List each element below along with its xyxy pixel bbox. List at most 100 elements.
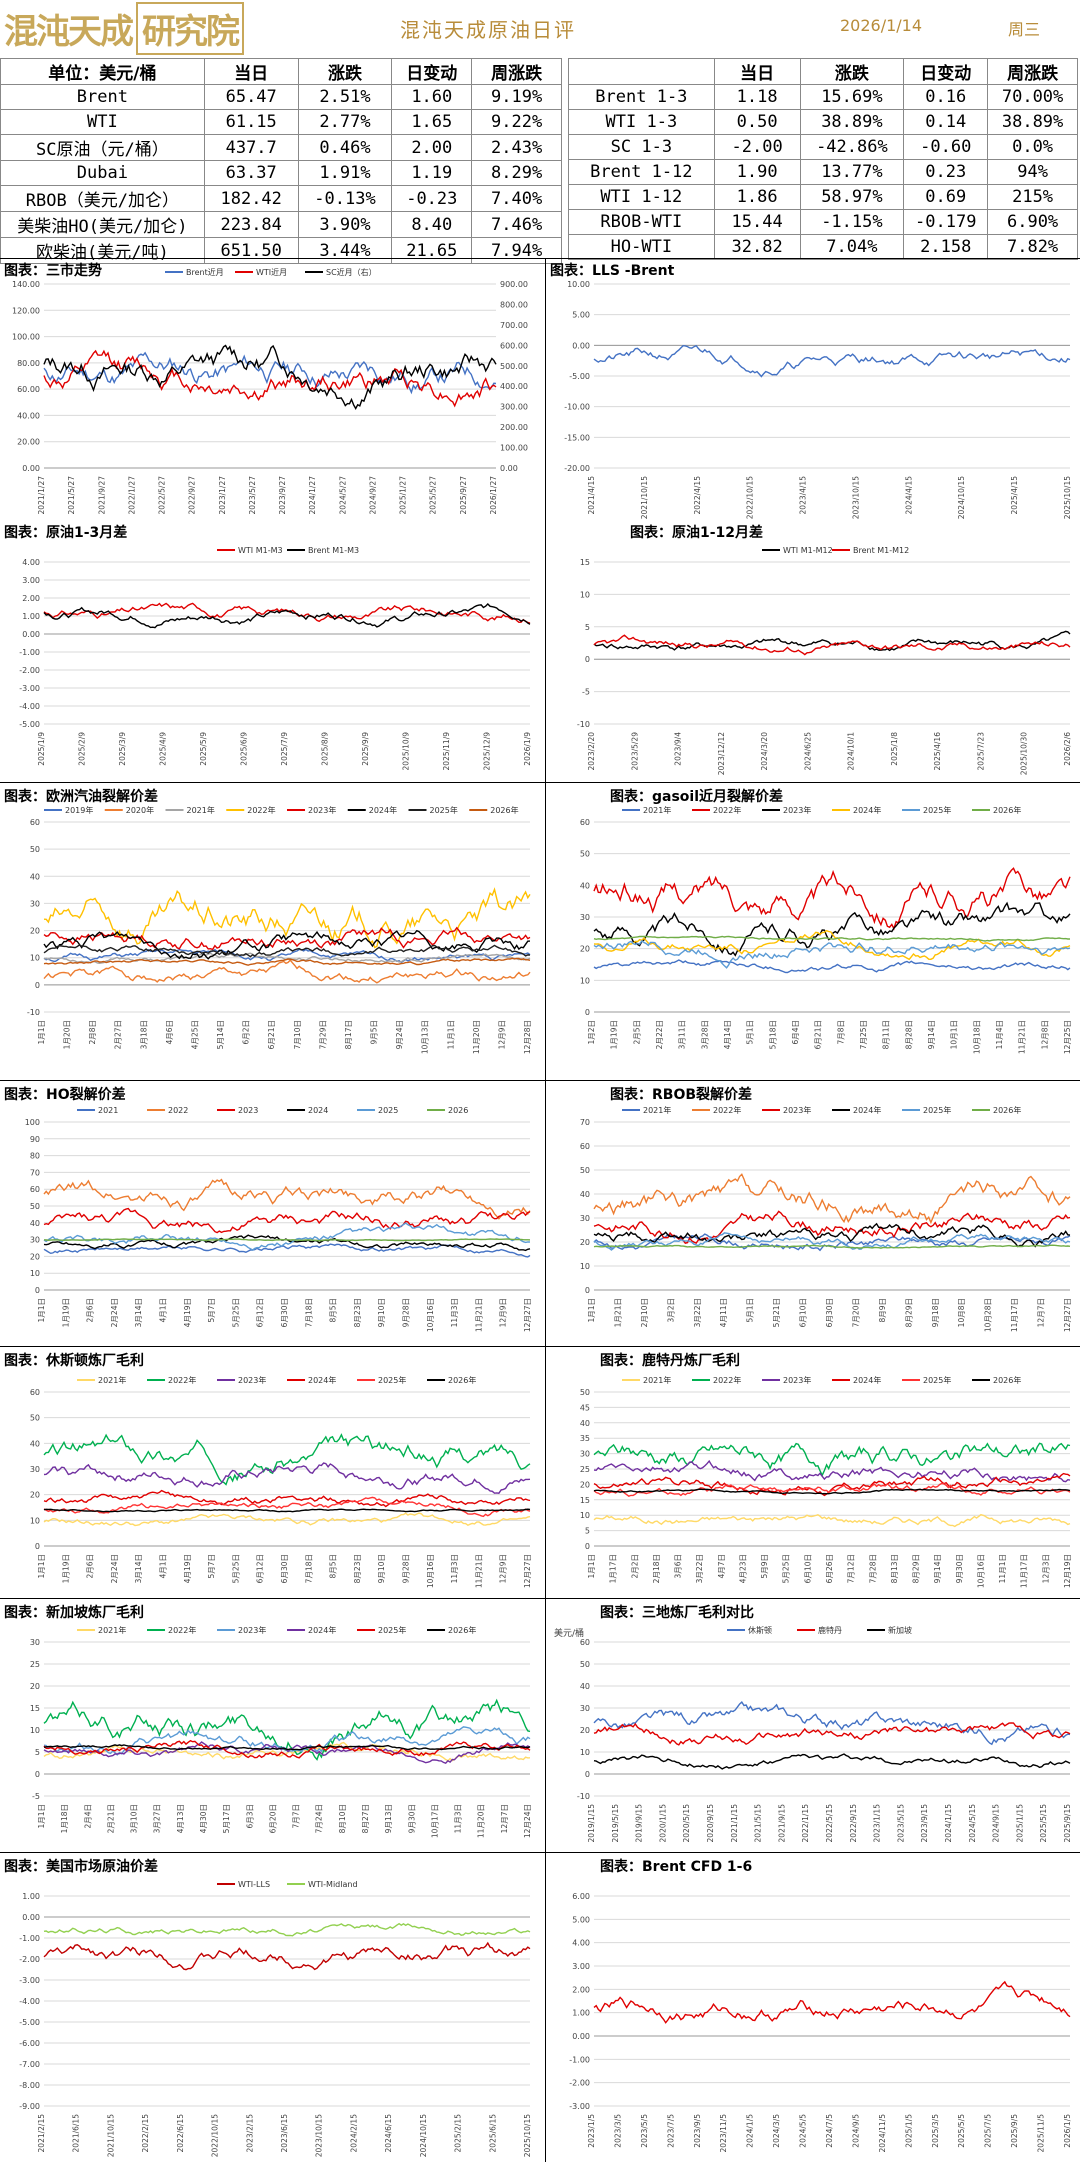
x-tick-label: 2021/5/27 — [67, 476, 76, 515]
y-tick-label: -2.00 — [19, 666, 40, 675]
col-header: 周涨跌 — [471, 58, 562, 85]
x-tick-label: 2025/7/9 — [280, 732, 289, 766]
x-tick-label: 2025/1/5 — [904, 2114, 913, 2148]
x-tick-label: 7月24日 — [315, 1804, 324, 1833]
x-tick-label: 1月1日 — [587, 1554, 596, 1579]
x-tick-label: 9月13日 — [384, 1804, 393, 1833]
table-cell: 8.29% — [471, 160, 562, 186]
table-row: SC原油（元/桶） 437.7 0.46% 2.00 2.43% — [0, 134, 562, 161]
x-tick-label: 2024/11/5 — [878, 2114, 887, 2153]
series-line — [593, 935, 1070, 942]
x-tick-label: 2025/4/16 — [933, 732, 942, 771]
legend-label: 2022年 — [168, 1375, 196, 1385]
legend-label: 2024年 — [308, 1625, 336, 1635]
y-tick-label: 1.00 — [22, 612, 40, 621]
x-tick-label: 2025/9/5 — [1010, 2114, 1019, 2148]
x-tick-label: 8月13日 — [890, 1554, 899, 1583]
col-header: 日变动 — [903, 58, 989, 85]
y-tick-label: -3.00 — [19, 684, 40, 693]
table-cell: 1.90 — [713, 159, 801, 185]
y-tick-label: 30 — [580, 1450, 590, 1459]
y-tick-label: 50 — [30, 1414, 40, 1423]
col-header: 当日 — [713, 58, 801, 85]
x-tick-label: 5月14日 — [216, 1020, 225, 1049]
table-cell: 61.15 — [203, 109, 299, 135]
x-tick-label: 2024/6/15 — [384, 2114, 393, 2153]
x-tick-label: 2024/5/27 — [338, 476, 347, 515]
x-tick-label: 2023/5/15 — [896, 1804, 905, 1843]
x-tick-label: 4月19日 — [183, 1298, 192, 1327]
x-tick-label: 4月23日 — [738, 1554, 747, 1583]
legend-label: 2024年 — [853, 1105, 881, 1115]
x-tick-label: 10月16日 — [976, 1554, 985, 1588]
y-tick-label: 20 — [580, 1726, 590, 1735]
table-cell: 0.14 — [903, 109, 989, 135]
x-tick-label: 2023/2/20 — [587, 732, 596, 771]
x-tick-label: 2025/9/15 — [1063, 1804, 1072, 1843]
y-tick-label: 0 — [585, 1542, 590, 1551]
table-cell: 1.91% — [297, 160, 393, 186]
table-cell: 1.65 — [391, 109, 473, 135]
x-tick-label: 2025/7/5 — [984, 2114, 993, 2148]
x-tick-label: 4月19日 — [183, 1554, 192, 1583]
x-tick-label: 12月25日 — [1063, 1020, 1072, 1054]
y2-tick-label: 100.00 — [500, 444, 528, 453]
series-line — [593, 1232, 1071, 1251]
y2-tick-label: 500.00 — [500, 362, 528, 371]
legend-label: WTI M1-M3 — [238, 546, 283, 555]
table-cell: -0.13% — [297, 185, 393, 212]
legend-label: 2023年 — [308, 805, 336, 815]
x-tick-label: 9月14日 — [927, 1020, 936, 1049]
y-tick-label: -6.00 — [19, 2039, 40, 2048]
x-tick-label: 3月10日 — [130, 1804, 139, 1833]
legend-label: 2025 — [378, 1106, 398, 1115]
y-tick-label: 0.00 — [572, 2032, 590, 2041]
x-tick-label: 2月24日 — [110, 1554, 119, 1583]
chart-c4: -10 -5 0 5 10 15 2023/2/20 2023/5/29 2023/9/4 202… — [577, 546, 1072, 775]
legend-label: WTI近月 — [256, 267, 287, 277]
table-cell: 1.18 — [713, 84, 801, 110]
y-tick-label: 40 — [30, 872, 40, 881]
series-line — [593, 1222, 1071, 1248]
x-tick-label: 6月10日 — [803, 1554, 812, 1583]
chart-c1: 0.00 20.00 40.00 60.00 80.00 100.00 120.00 140.… — [12, 267, 528, 515]
x-tick-label: 2026/1/27 — [489, 476, 498, 515]
y-tick-label: -2.00 — [19, 1955, 40, 1964]
x-tick-label: 12月9日 — [499, 1554, 508, 1583]
table-cell: 1.86 — [713, 184, 801, 210]
series-line — [593, 1459, 1071, 1483]
divider — [545, 258, 546, 2162]
x-tick-label: 2021/9/27 — [97, 476, 106, 515]
y-tick-label: 0 — [35, 981, 40, 990]
y-tick-label: 30 — [30, 1638, 40, 1647]
x-tick-label: 2025/10/15 — [1063, 476, 1072, 519]
x-tick-label: 2025/1/15 — [1015, 1804, 1024, 1843]
series-line — [43, 1508, 531, 1513]
y-tick-label: 0.00 — [22, 630, 40, 639]
x-tick-label: 2021/5/15 — [754, 1804, 763, 1843]
table-row: RBOB（美元/加仑） 182.42 -0.13% -0.23 7.40% — [0, 185, 562, 212]
table-cell: -42.86% — [799, 134, 905, 160]
x-tick-label: 10月17日 — [430, 1804, 439, 1838]
y-tick-label: 3.00 — [22, 576, 40, 585]
y-tick-label: 20 — [30, 927, 40, 936]
table-cell: RBOB（美元/加仑） — [0, 185, 205, 212]
x-tick-label: 7月8日 — [836, 1020, 845, 1045]
y-tick-label: 10 — [580, 590, 590, 599]
y-tick-label: 2.00 — [22, 594, 40, 603]
x-tick-label: 8月29日 — [912, 1554, 921, 1583]
y-axis-label: 美元/桶 — [554, 1627, 584, 1639]
y-tick-label: 15 — [30, 1704, 40, 1713]
legend-label: 2023年 — [238, 1375, 266, 1385]
x-tick-label: 2025/10/30 — [1020, 732, 1029, 775]
legend-label: 2019年 — [65, 805, 93, 815]
y-tick-label: 20 — [30, 1252, 40, 1261]
y-tick-label: 40 — [580, 1190, 590, 1199]
y-tick-label: 50 — [580, 1166, 590, 1175]
x-tick-label: 2024/5/15 — [968, 1804, 977, 1843]
divider — [0, 1346, 1080, 1347]
x-tick-label: 1月21日 — [613, 1298, 622, 1327]
chart-c5: -10 0 10 20 30 40 50 60 1月1日 1月20日 2月8日 2月27日 3月18日 4… — [27, 805, 532, 1054]
table-cell: -0.60 — [903, 134, 989, 160]
col-header: 涨跌 — [799, 58, 905, 85]
